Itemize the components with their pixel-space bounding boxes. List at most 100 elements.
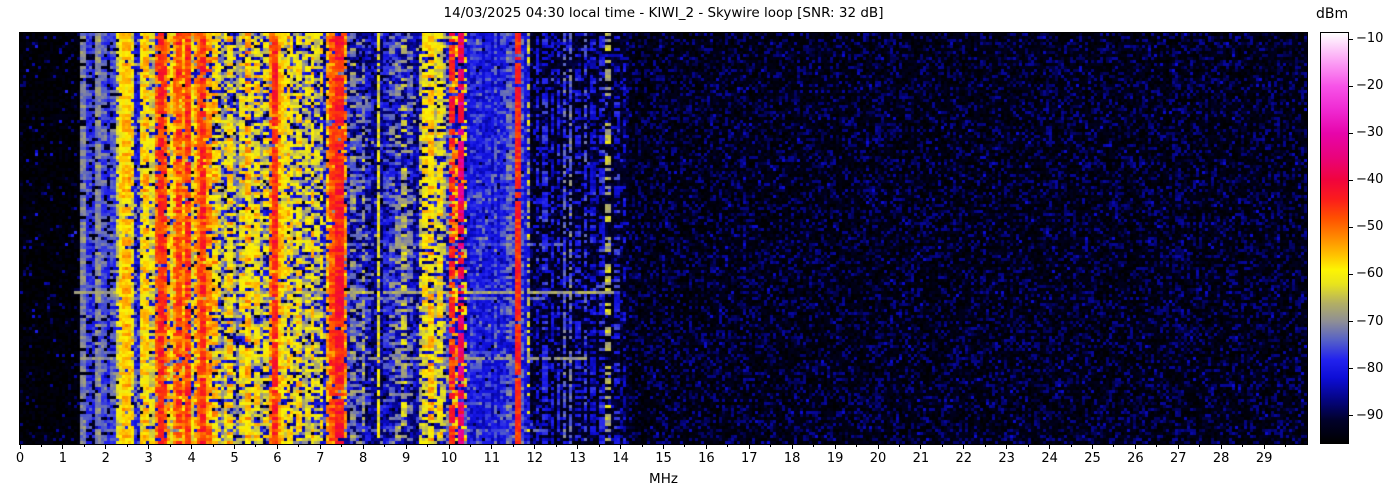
x-tick-label: 3 [144, 451, 153, 466]
x-minor-tick [555, 444, 557, 447]
x-minor-tick [427, 444, 429, 447]
x-minor-tick [1285, 444, 1287, 447]
x-major-tick [319, 444, 321, 449]
colorbar-tick-label: −80 [1356, 360, 1384, 376]
colorbar-tick [1349, 321, 1353, 323]
x-minor-tick [856, 444, 858, 447]
x-tick-label: 6 [273, 451, 282, 466]
x-major-tick [491, 444, 493, 449]
x-axis-label: MHz [649, 471, 678, 487]
x-tick-label: 1 [58, 451, 68, 466]
x-tick-label: 20 [869, 451, 887, 466]
x-minor-tick [83, 444, 85, 447]
x-minor-tick [984, 444, 986, 447]
x-minor-tick [298, 444, 300, 447]
colorbar-tick [1349, 179, 1353, 181]
x-tick-label: 21 [912, 451, 930, 466]
x-tick-label: 13 [569, 451, 586, 466]
x-tick-label: 2 [101, 451, 110, 466]
colorbar-tick-label: −90 [1356, 407, 1384, 423]
x-major-tick [834, 444, 836, 449]
x-tick-label: 22 [955, 451, 973, 466]
x-tick-label: 18 [783, 451, 801, 466]
x-tick-label: 28 [1212, 451, 1230, 466]
x-major-tick [448, 444, 450, 449]
x-axis: 0 1 2 3 4 5 6 7 8 9 10 11 12 13 14 15 16 17 18 19 20 21 22 23 24… [16, 444, 1307, 470]
colorbar-label: dBm [1316, 6, 1349, 22]
x-minor-tick [727, 444, 729, 447]
x-minor-tick [1070, 444, 1072, 447]
x-major-tick [620, 444, 622, 449]
x-tick-label: 10 [440, 451, 458, 466]
x-minor-tick [212, 444, 214, 447]
colorbar-tick-label: −70 [1356, 313, 1384, 329]
x-tick-label: 4 [187, 451, 196, 466]
x-minor-tick [598, 444, 600, 447]
x-major-tick [191, 444, 193, 449]
x-tick-label: 5 [230, 451, 239, 466]
x-major-tick [534, 444, 536, 449]
colorbar-tick-label: −50 [1356, 219, 1384, 235]
x-minor-tick [1242, 444, 1244, 447]
x-tick-label: 17 [741, 451, 758, 466]
x-tick-label: 16 [698, 451, 715, 466]
x-major-tick [1220, 444, 1222, 449]
x-tick-label: 24 [1041, 451, 1058, 466]
colorbar-tick [1349, 226, 1353, 228]
colorbar-tick-label: −30 [1356, 125, 1384, 141]
x-minor-tick [684, 444, 686, 447]
x-major-tick [276, 444, 278, 449]
x-minor-tick [40, 444, 42, 447]
x-major-tick [62, 444, 64, 449]
colorbar-tick [1349, 38, 1353, 40]
x-major-tick [963, 444, 965, 449]
waterfall-plot [19, 32, 1308, 445]
colorbar-tick [1349, 85, 1353, 87]
x-major-tick [877, 444, 879, 449]
x-tick-label: 23 [998, 451, 1015, 466]
colorbar-tick [1349, 132, 1353, 134]
colorbar-tick [1349, 415, 1353, 417]
x-tick-label: 25 [1084, 451, 1101, 466]
x-tick-label: 27 [1170, 451, 1187, 466]
x-minor-tick [384, 444, 386, 447]
x-major-tick [1177, 444, 1179, 449]
x-major-tick [19, 444, 21, 449]
x-minor-tick [1113, 444, 1115, 447]
colorbar-tick-label: −10 [1356, 31, 1384, 47]
x-tick-label: 11 [483, 451, 501, 466]
x-minor-tick [941, 444, 943, 447]
x-major-tick [1092, 444, 1093, 449]
x-tick-label: 15 [655, 451, 672, 466]
x-major-tick [105, 444, 107, 449]
x-major-tick [1049, 444, 1051, 449]
x-tick-label: 19 [826, 451, 844, 466]
x-minor-tick [1199, 444, 1201, 447]
x-minor-tick [1156, 444, 1158, 447]
x-tick-label: 26 [1127, 451, 1144, 466]
waterfall-canvas [20, 33, 1307, 444]
colorbar-tick [1349, 368, 1353, 370]
x-major-tick [1006, 444, 1008, 449]
x-major-tick [148, 444, 150, 449]
x-major-tick [748, 444, 750, 449]
x-minor-tick [641, 444, 643, 447]
x-tick-label: 14 [612, 451, 629, 466]
x-tick-label: 0 [15, 451, 25, 466]
colorbar-tick [1349, 273, 1353, 275]
x-major-tick [577, 444, 579, 449]
x-tick-label: 7 [316, 451, 325, 466]
x-major-tick [1263, 444, 1265, 449]
x-minor-tick [341, 444, 343, 447]
x-minor-tick [469, 444, 471, 447]
x-tick-label: 9 [401, 451, 411, 466]
colorbar-tick-label: −40 [1356, 172, 1384, 188]
x-minor-tick [255, 444, 257, 447]
colorbar [1320, 32, 1349, 444]
x-major-tick [405, 444, 407, 449]
x-major-tick [663, 444, 664, 449]
x-major-tick [791, 444, 793, 449]
colorbar-tick-label: −20 [1356, 78, 1384, 94]
x-minor-tick [169, 444, 171, 447]
